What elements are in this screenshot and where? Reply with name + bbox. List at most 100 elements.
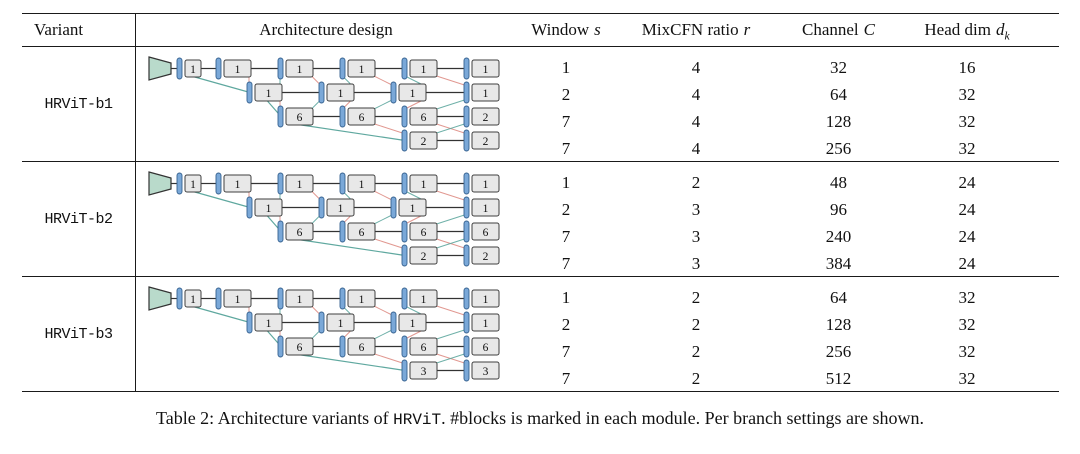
window-size-column: 1 2 7 7 [516,277,616,391]
channel-value: 48 [830,173,847,192]
head-dim-value: 32 [958,139,976,158]
svg-text:6: 6 [359,342,365,354]
svg-text:2: 2 [421,251,427,263]
head-dim-column: 16 32 32 32 [901,47,1059,161]
svg-text:1: 1 [235,64,241,76]
mixcfn-ratio-value: 2 [691,315,701,334]
table-caption: Table 2: Architecture variants of HRViT.… [0,408,1080,429]
head-dim-value: 24 [958,173,976,192]
header-label: Channel [802,20,859,39]
head-dim-value: 32 [958,112,976,131]
svg-text:1: 1 [483,64,489,76]
window-size-value: 2 [561,85,571,104]
caption-code-text: HRViT [393,411,442,429]
svg-text:1: 1 [266,88,272,100]
mixcfn-ratio-column: 2 2 2 2 [616,277,776,391]
head-dim-value: 32 [958,288,976,307]
window-size-value: 7 [561,254,571,273]
svg-text:1: 1 [297,294,303,306]
head-dim-value: 32 [958,369,976,388]
svg-text:1: 1 [190,179,196,191]
channel-value: 256 [825,342,852,361]
header-variable: s [594,20,601,39]
mixcfn-ratio-value: 4 [691,112,701,131]
channel-column: 32 64 128 256 [776,47,901,161]
mixcfn-ratio-value: 2 [691,369,701,388]
svg-text:1: 1 [483,203,489,215]
head-dim-column: 24 24 24 24 [901,162,1059,276]
svg-text:1: 1 [190,64,196,76]
svg-text:1: 1 [410,88,416,100]
window-size-value: 1 [561,58,571,77]
window-size-value: 7 [561,369,571,388]
svg-text:1: 1 [338,203,344,215]
head-dim-value: 32 [958,342,976,361]
column-header-architecture: Architecture design [259,20,393,39]
svg-text:6: 6 [421,342,427,354]
window-size-value: 2 [561,200,571,219]
svg-text:1: 1 [410,203,416,215]
column-header-mixcfn: MixCFN ratio r [616,14,776,46]
channel-value: 96 [830,200,847,219]
head-dim-value: 24 [958,200,976,219]
head-dim-value: 24 [958,227,976,246]
svg-text:1: 1 [421,64,427,76]
variant-cell: HRViT-b2 [22,162,136,276]
window-size-value: 2 [561,315,571,334]
architecture-diagram: 1 1 1 1 1 11 1 1 16 6 6 22 2 [148,56,500,152]
channel-value: 64 [830,288,847,307]
svg-text:2: 2 [421,136,427,148]
caption-suffix: . #blocks is marked in each module. Per … [441,408,925,428]
mixcfn-ratio-value: 3 [691,227,701,246]
mixcfn-ratio-value: 4 [691,58,701,77]
window-size-value: 1 [561,288,571,307]
window-size-value: 1 [561,173,571,192]
mixcfn-ratio-column: 2 3 3 3 [616,162,776,276]
mixcfn-ratio-value: 3 [691,200,701,219]
window-size-value: 7 [561,342,571,361]
head-dim-value: 16 [958,58,976,77]
svg-text:1: 1 [297,64,303,76]
svg-text:1: 1 [235,179,241,191]
svg-text:6: 6 [359,112,365,124]
svg-text:1: 1 [235,294,241,306]
channel-value: 32 [830,58,847,77]
svg-text:1: 1 [483,179,489,191]
svg-text:6: 6 [483,227,489,239]
svg-text:3: 3 [421,366,427,378]
svg-text:1: 1 [359,294,365,306]
svg-text:1: 1 [483,294,489,306]
svg-text:1: 1 [338,318,344,330]
svg-text:1: 1 [421,179,427,191]
channel-value: 128 [825,315,852,334]
svg-text:6: 6 [421,227,427,239]
svg-text:1: 1 [359,179,365,191]
channel-value: 512 [825,369,852,388]
svg-text:2: 2 [483,251,489,263]
architecture-table: Variant Architecture design Window s MixC… [22,13,1059,392]
svg-text:3: 3 [483,366,489,378]
mixcfn-ratio-value: 2 [691,288,701,307]
header-variable-subscript: k [1004,29,1010,43]
svg-text:2: 2 [483,112,489,124]
header-label: Head dim [924,20,991,39]
header-variable: C [863,20,875,39]
head-dim-value: 32 [958,85,976,104]
variant-cell: HRViT-b1 [22,47,136,161]
channel-value: 256 [825,139,852,158]
window-size-value: 7 [561,112,571,131]
window-size-value: 7 [561,139,571,158]
header-variable: d [995,20,1005,39]
column-header-channel: Channel C [776,14,901,46]
head-dim-value: 24 [958,254,976,273]
mixcfn-ratio-value: 4 [691,139,701,158]
head-dim-value: 32 [958,315,976,334]
channel-value: 128 [825,112,852,131]
mixcfn-ratio-value: 2 [691,342,701,361]
